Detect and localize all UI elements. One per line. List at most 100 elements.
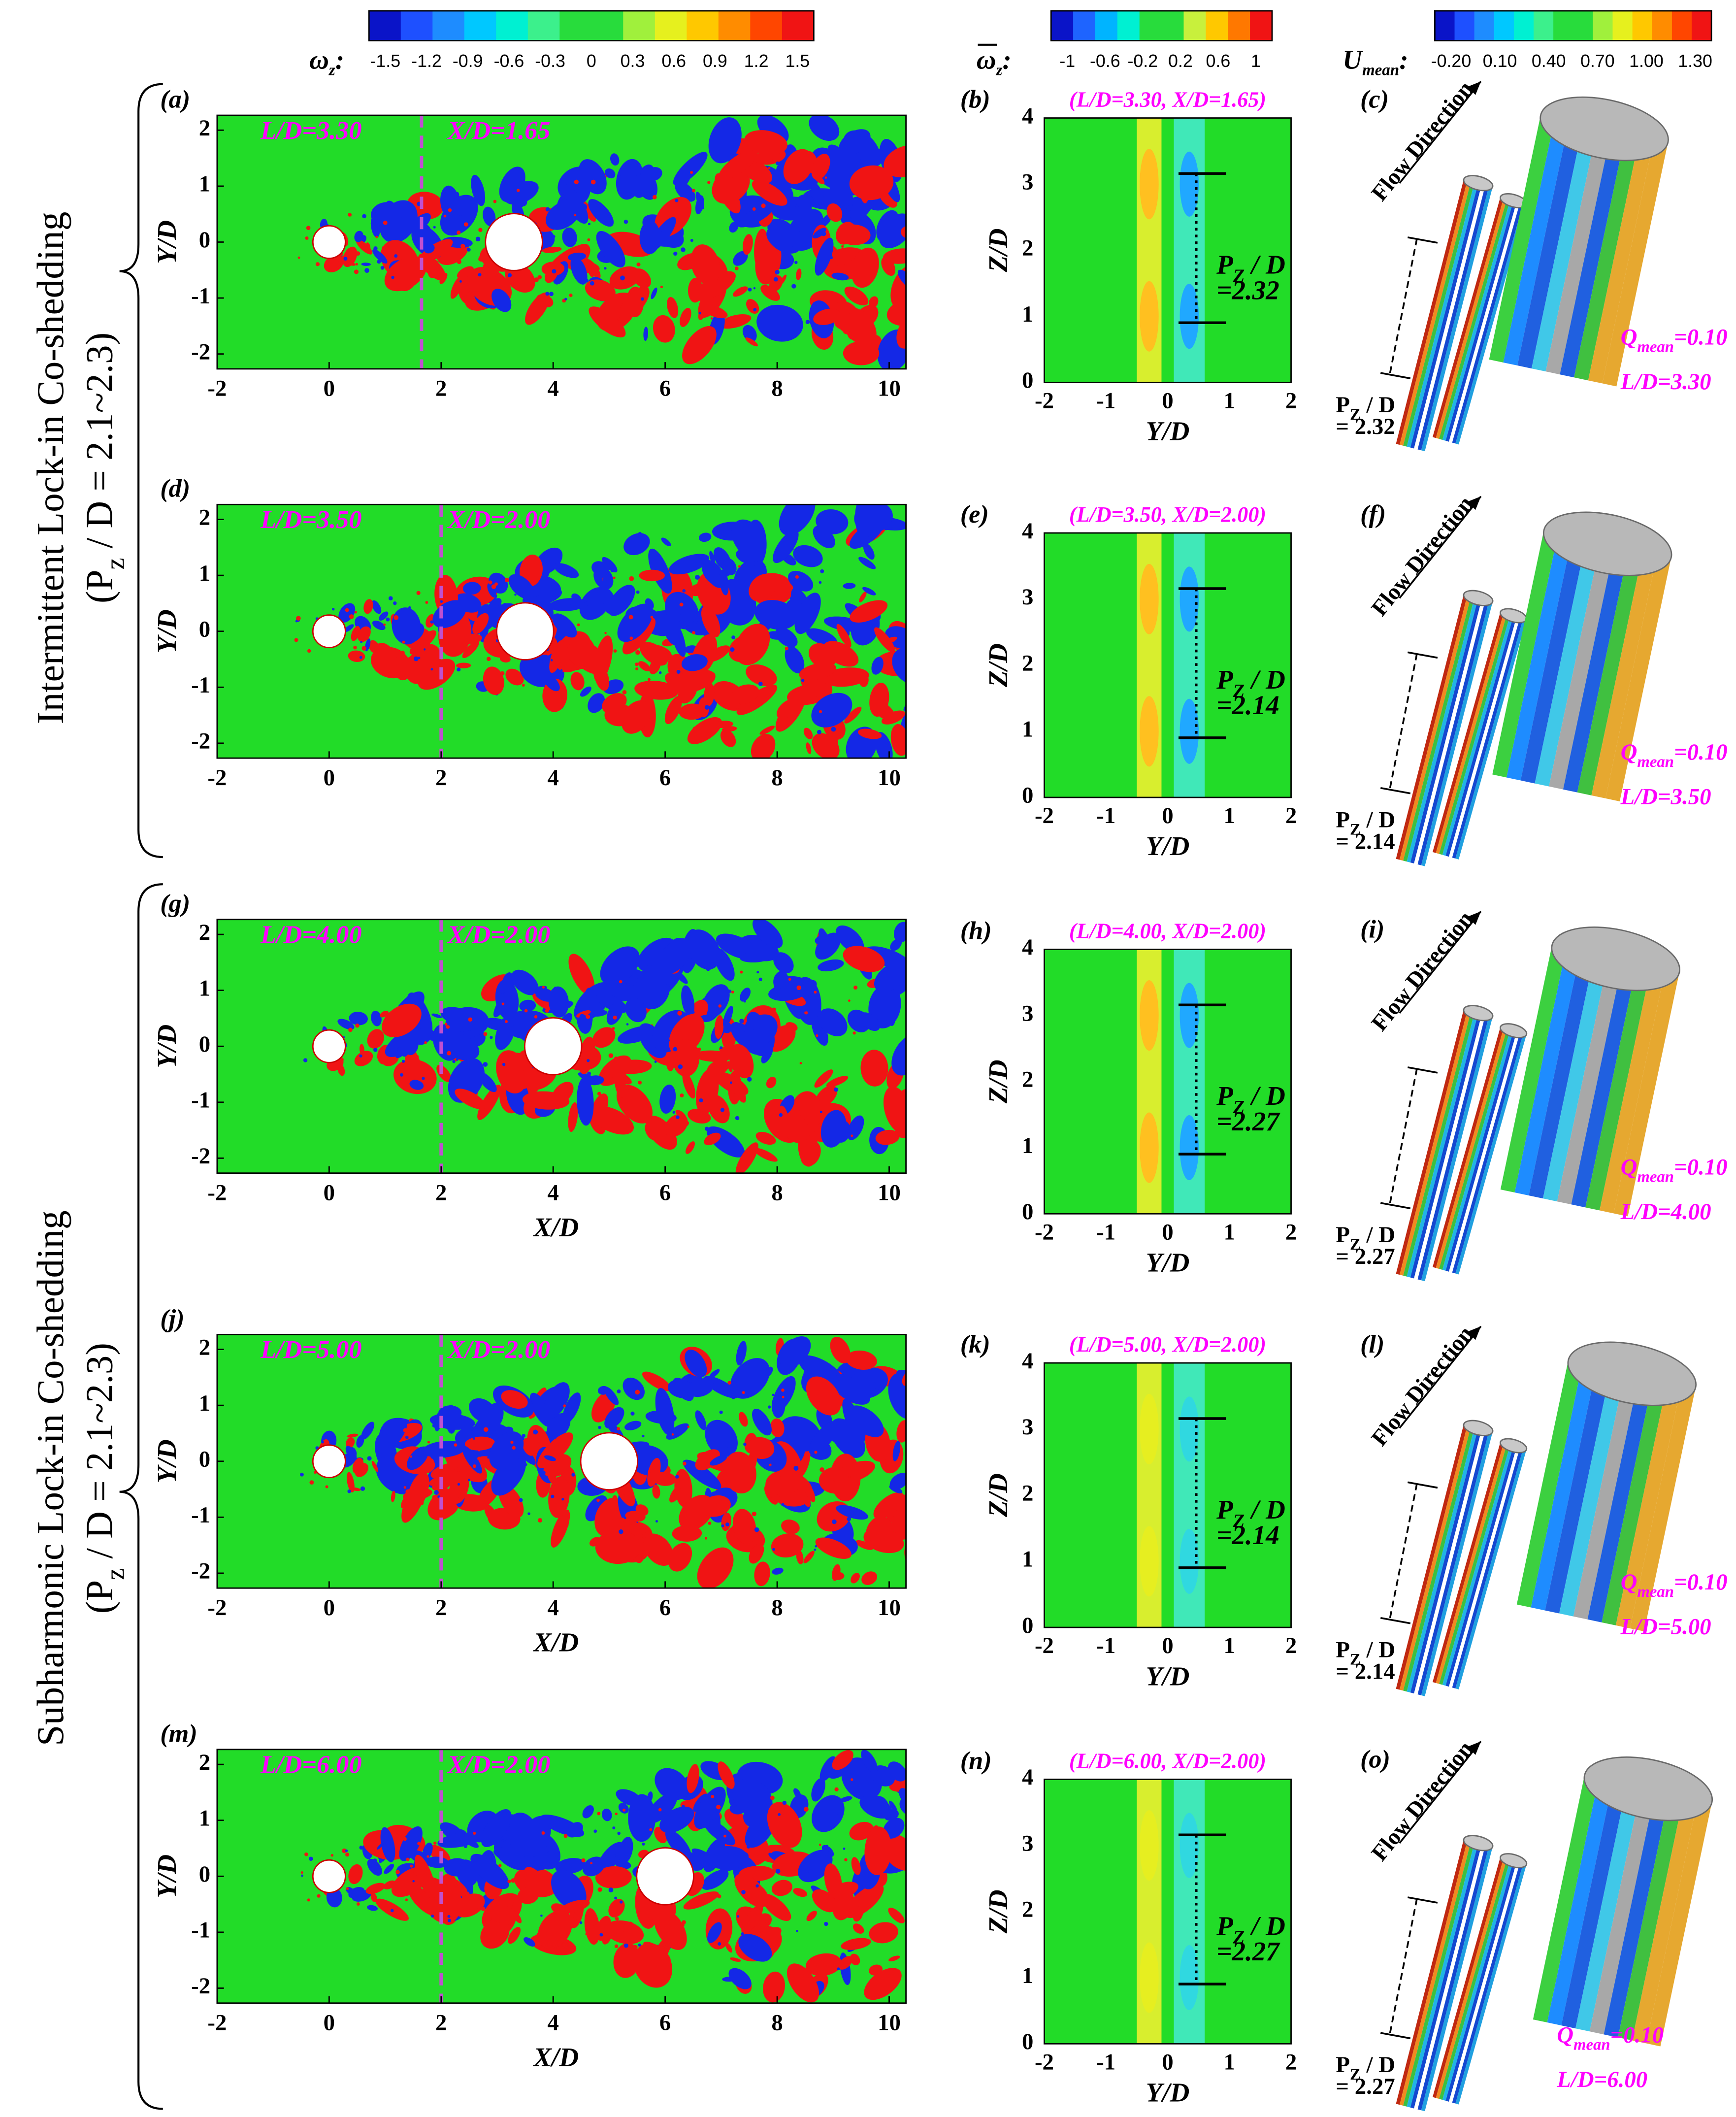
vortex-patch — [393, 1059, 437, 1094]
vortex-patch — [570, 672, 585, 691]
speckle — [447, 218, 450, 221]
label: 1 — [1224, 803, 1235, 828]
speckle — [769, 158, 773, 162]
speckle — [834, 1087, 839, 1092]
speckle — [638, 1081, 642, 1085]
speckle — [628, 615, 633, 620]
pz-cap — [1380, 372, 1411, 379]
text-part: ω — [977, 44, 996, 74]
vortex-patch — [705, 1420, 738, 1457]
speckle — [768, 166, 771, 169]
label: -1 — [1096, 1219, 1115, 1245]
vortex-patch — [775, 628, 798, 648]
colorbar-cell — [1671, 11, 1692, 41]
vortex-patch — [815, 1537, 852, 1559]
speckle — [415, 234, 420, 239]
speckle — [731, 635, 736, 640]
subscript: mean — [1637, 338, 1674, 356]
speckle — [677, 612, 681, 616]
vortex-patch — [753, 1148, 778, 1162]
speckle — [464, 609, 467, 612]
speckle — [520, 202, 524, 207]
label: Qmean=0.10 — [1621, 739, 1728, 771]
speckle — [406, 1478, 409, 1482]
vortex-patch — [617, 603, 653, 642]
iso-stripe — [1545, 1366, 1611, 1614]
vortex-patch — [809, 115, 840, 141]
speckle — [304, 1852, 308, 1856]
vortex-patch — [667, 1379, 695, 1398]
vortex-patch — [483, 666, 504, 695]
speckle — [679, 602, 684, 607]
label: 0 — [1022, 1613, 1033, 1638]
vortex-patch — [873, 1492, 905, 1520]
label: 2 — [1285, 1633, 1297, 1658]
label: (L/D=3.30, X/D=1.65) — [1069, 88, 1266, 112]
vortex-patch — [418, 659, 456, 690]
iso-stripe — [1432, 612, 1504, 853]
vortex-patch — [543, 1382, 570, 1419]
iso-cap — [1500, 1853, 1528, 1869]
vortex-patch — [664, 695, 682, 725]
speckle — [418, 629, 422, 634]
speckle — [692, 189, 695, 193]
iso-stripe — [1599, 966, 1666, 1214]
vortex-patch — [352, 1457, 364, 1474]
speckle — [356, 1461, 359, 1465]
vortex-patch — [701, 606, 721, 637]
speckle — [747, 1516, 750, 1519]
vortex-patch — [676, 1487, 687, 1499]
label: PZ / D — [1216, 1494, 1285, 1531]
speckle — [467, 1026, 472, 1031]
vortex-patch — [897, 269, 906, 292]
vortex-patch — [906, 1761, 921, 1777]
speckle — [456, 1497, 459, 1500]
label: -1 — [1096, 803, 1115, 828]
label: 1 — [199, 1390, 210, 1416]
speckle — [758, 977, 762, 982]
speckle — [498, 1864, 502, 1867]
speckle — [796, 1929, 798, 1932]
vortex-patch — [755, 1131, 776, 1145]
speckle — [698, 311, 701, 315]
speckle — [593, 1829, 597, 1833]
vortex-patch — [602, 557, 618, 573]
iso-stripe — [1449, 616, 1520, 858]
cylinder — [312, 1444, 346, 1479]
speckle — [410, 1864, 413, 1868]
label: 0 — [1022, 367, 1033, 393]
label: -2 — [1035, 1633, 1054, 1658]
text-part: / D — [1361, 2052, 1395, 2078]
speckle — [552, 235, 556, 238]
speckle — [457, 259, 461, 265]
vortex-patch — [551, 1870, 587, 1910]
vortex-patch — [731, 684, 759, 704]
speckle — [819, 581, 822, 584]
pz-cap — [1408, 236, 1438, 244]
speckle — [463, 222, 468, 227]
vortex-patch — [384, 256, 427, 292]
plot-frame — [1044, 948, 1292, 1215]
speckle — [759, 1552, 763, 1556]
vortex-patch — [838, 129, 871, 156]
vortex-patch — [759, 726, 775, 735]
speckle — [517, 189, 520, 192]
vortex-patch — [622, 1921, 633, 1932]
speckle — [820, 569, 824, 573]
speckle — [522, 1434, 526, 1438]
vortex-patch — [559, 1899, 590, 1914]
vortex-patch — [793, 1888, 807, 1897]
label: L/D=4.00 — [1620, 1199, 1711, 1224]
vortex-patch — [850, 1953, 860, 1966]
label: -1 — [191, 672, 210, 698]
speckle — [537, 1518, 543, 1523]
iso-stripe — [1410, 183, 1482, 449]
label: X/D — [532, 1212, 579, 1242]
iso-cap — [1463, 1420, 1494, 1436]
vortex-patch — [349, 1011, 368, 1025]
vortex-patch — [449, 1471, 469, 1504]
speckle — [837, 1967, 840, 1971]
iso-stripe — [1602, 139, 1668, 387]
vortex-patch — [356, 239, 373, 255]
speckle — [373, 1864, 378, 1869]
